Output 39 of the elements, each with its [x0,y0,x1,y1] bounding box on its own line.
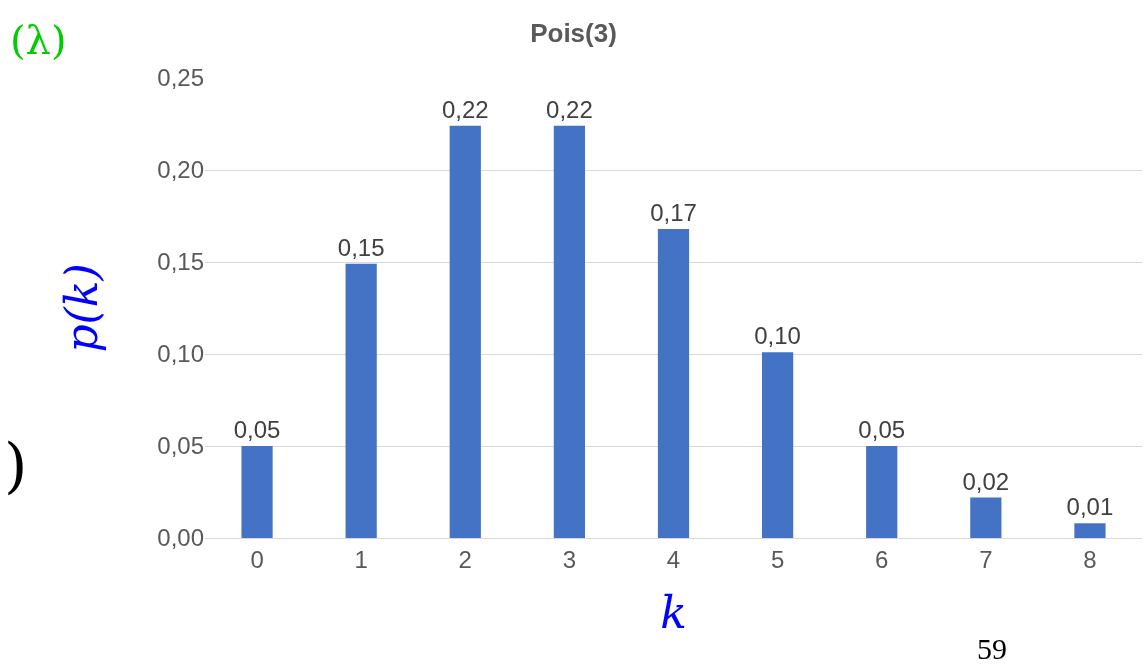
data-label: 0,01 [1066,493,1114,521]
text: (λ) [10,17,67,63]
data-label: 0,22 [441,95,489,123]
y-tick-label: 0,10 [157,340,204,368]
x-tick-label: 3 [562,545,577,573]
x-tick-label: 5 [770,545,785,573]
y-tick-label: 0,15 [157,248,204,276]
y-tick-label: 0,00 [157,524,204,552]
chart-title: Pois(3) [530,18,617,49]
x-tick-label: 8 [1083,545,1097,573]
y-tick-label: 0,20 [157,156,204,184]
x-tick-label: 1 [354,545,368,573]
x-tick-label: 2 [458,545,472,573]
data-label: 0,15 [337,233,385,261]
x-tick-label: 4 [666,545,681,573]
data-label: 0,02 [962,467,1010,495]
data-label: 0,22 [546,95,593,123]
x-tick-label: 7 [979,545,993,573]
bar [345,263,377,538]
x-axis-title: k [660,587,687,639]
bar [553,125,586,538]
data-label: 0,05 [858,416,906,443]
bar [657,228,690,538]
bar [449,125,481,538]
bar [1074,523,1106,538]
text: ) [4,430,28,500]
data-label: 0,10 [754,322,801,350]
data-label: 0,17 [650,198,697,226]
x-tick-label: 0 [250,545,264,573]
y-tick-label: 0,05 [157,432,204,460]
bar [241,446,273,538]
y-axis-title: p(k) [56,263,108,353]
bar [866,446,898,538]
data-label: 0,05 [233,416,281,443]
bar [970,497,1002,538]
y-tick-label: 0,25 [157,64,204,92]
bar [761,352,794,538]
x-tick-label: 6 [875,545,889,573]
text: 59 [977,632,1007,665]
